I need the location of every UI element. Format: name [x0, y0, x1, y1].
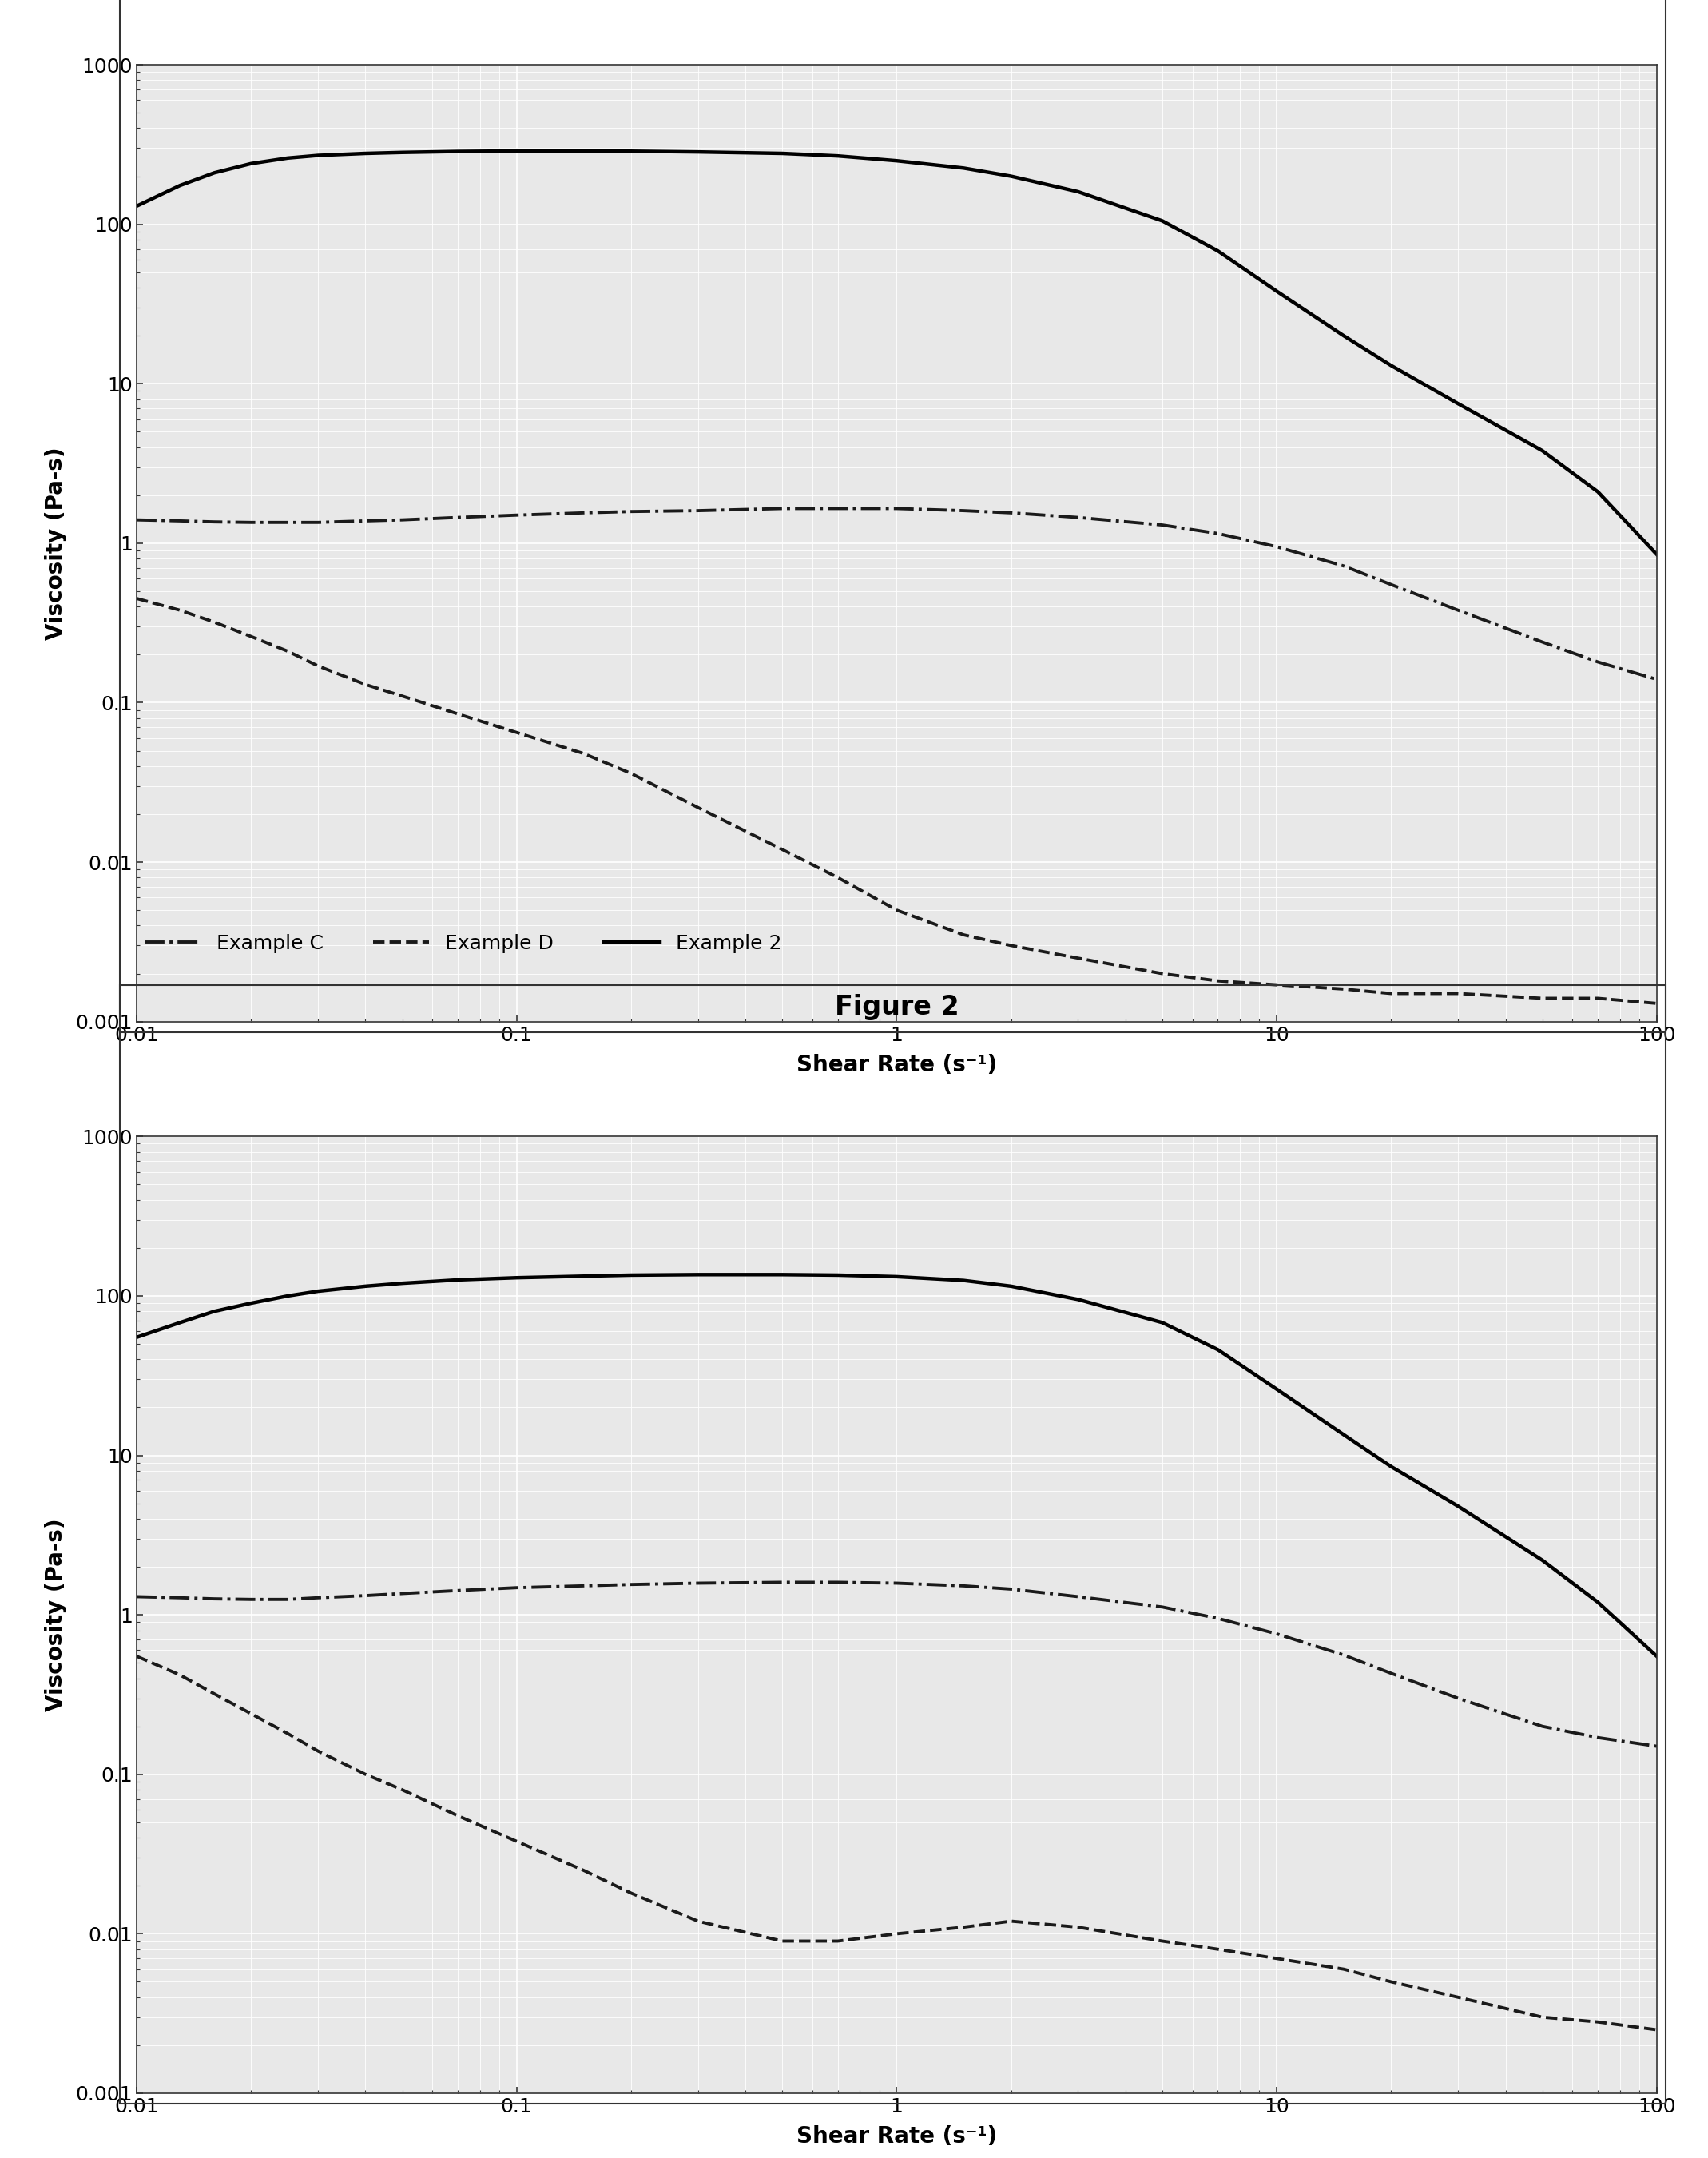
- Legend: Example C, Example D, Example 2: Example C, Example D, Example 2: [137, 926, 789, 960]
- Y-axis label: Viscosity (Pa-s): Viscosity (Pa-s): [44, 1519, 67, 1711]
- X-axis label: Shear Rate (s⁻¹): Shear Rate (s⁻¹): [796, 2126, 997, 2147]
- X-axis label: Shear Rate (s⁻¹): Shear Rate (s⁻¹): [796, 1053, 997, 1077]
- Title: Figure 2: Figure 2: [835, 993, 958, 1021]
- Y-axis label: Viscosity (Pa-s): Viscosity (Pa-s): [44, 447, 67, 639]
